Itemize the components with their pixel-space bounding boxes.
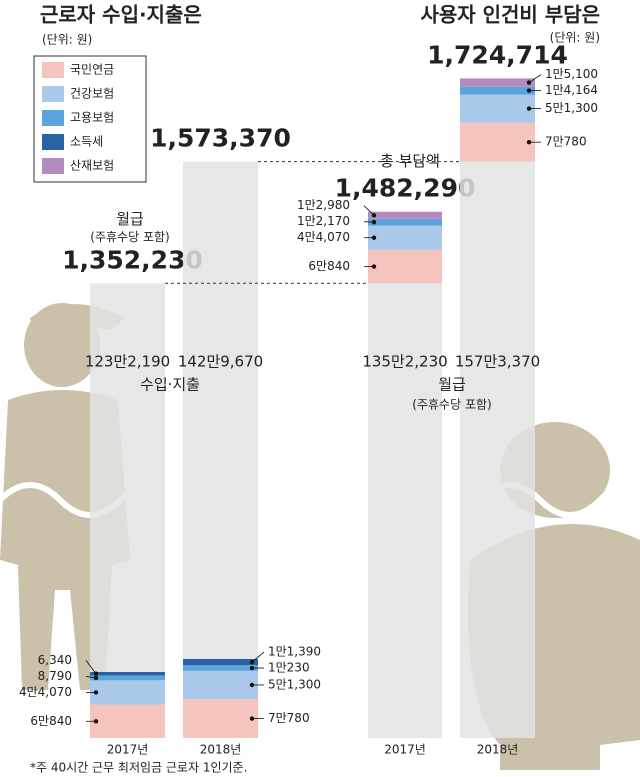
total-label: 1,573,370 — [150, 124, 291, 153]
segment — [183, 665, 258, 671]
segment — [460, 94, 535, 123]
x-tick-label: 2018년 — [200, 743, 242, 757]
segment-label: 1만4,164 — [545, 83, 598, 97]
segment — [90, 680, 165, 705]
x-tick-label: 2017년 — [107, 743, 149, 757]
total-label: 1,724,714 — [427, 40, 568, 69]
segment-label: 7만780 — [268, 711, 310, 725]
segment-label: 1만2,170 — [297, 214, 350, 228]
total-caption: 월급 — [116, 210, 144, 228]
segment — [183, 699, 258, 738]
legend-label: 건강보험 — [70, 87, 114, 101]
legend-label: 산재보험 — [70, 159, 114, 173]
wage-label: 135만2,230 — [362, 353, 447, 371]
leader-line — [528, 74, 542, 83]
series-note: (주휴수당 포함) — [412, 398, 491, 412]
right-subtitle: (단위: 원) — [550, 31, 600, 45]
footnote: *주 40시간 근무 최저임금 근로자 1인기준. — [30, 761, 247, 775]
leader-line — [85, 660, 97, 674]
wage-label: 142만9,670 — [178, 353, 263, 371]
total-label: 1,482,290 — [335, 174, 476, 203]
segment — [460, 122, 535, 162]
segment — [368, 218, 442, 226]
legend-swatch — [42, 86, 64, 102]
segment-label: 1만1,390 — [268, 645, 321, 659]
segment-label: 1만5,100 — [545, 67, 598, 81]
segment-label: 6만840 — [30, 714, 72, 728]
legend-swatch — [42, 62, 64, 78]
legend-label: 소득세 — [70, 135, 103, 149]
segment-label: 8,790 — [38, 669, 72, 683]
right-title: 사용자 인건비 부담은 — [420, 3, 600, 27]
segment — [460, 86, 535, 95]
wage-bar — [90, 283, 165, 672]
legend-label: 국민연금 — [70, 63, 114, 77]
segment-label: 1만2,980 — [297, 198, 350, 212]
wage-label: 157만3,370 — [455, 353, 540, 371]
segment — [183, 658, 258, 666]
legend-swatch — [42, 158, 64, 174]
segment-label: 5만1,300 — [545, 101, 598, 115]
leader-line — [363, 221, 375, 223]
wage-label: 123만2,190 — [85, 353, 170, 371]
wage-bar — [368, 283, 442, 738]
legend-label: 고용보험 — [70, 111, 114, 125]
segment-label: 6만840 — [308, 259, 350, 273]
leader-line — [363, 205, 375, 216]
segment — [90, 675, 165, 681]
legend-swatch — [42, 110, 64, 126]
x-tick-label: 2018년 — [477, 743, 519, 757]
left-subtitle: (단위: 원) — [42, 33, 92, 47]
segment-label: 5만1,300 — [268, 677, 321, 691]
series-caption: 수입·지출 — [140, 376, 200, 394]
wage-bar — [183, 161, 258, 659]
legend-swatch — [42, 134, 64, 150]
segment — [368, 225, 442, 250]
total-label: 1,352,230 — [62, 245, 203, 274]
segment — [90, 671, 165, 676]
segment — [368, 249, 442, 284]
x-tick-label: 2017년 — [384, 743, 426, 757]
segment — [368, 211, 442, 219]
series-caption: 월급 — [438, 376, 466, 394]
segment-label: 1만230 — [268, 661, 310, 675]
wage-bar — [460, 161, 535, 739]
leader-line — [85, 676, 97, 679]
segment — [90, 704, 165, 738]
segment — [183, 670, 258, 700]
segment-label: 4만4,070 — [19, 685, 72, 699]
segment-label: 6,340 — [38, 653, 72, 667]
segment — [460, 78, 535, 87]
total-note: (주휴수당 포함) — [90, 230, 169, 244]
leader-line — [251, 651, 265, 663]
left-title: 근로자 수입·지출은 — [40, 3, 202, 27]
segment-label: 7만780 — [545, 135, 587, 149]
segment-label: 4만4,070 — [297, 230, 350, 244]
